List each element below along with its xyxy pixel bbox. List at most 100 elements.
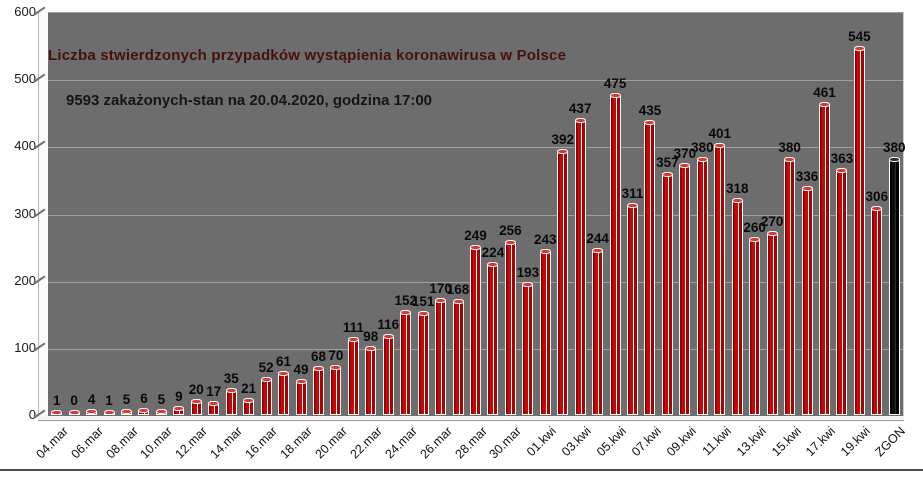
- bar-value-label: 370: [673, 146, 697, 161]
- bar-top-cap: [225, 388, 237, 393]
- bar-value-label: 243: [534, 232, 557, 247]
- gridline-400: [48, 147, 903, 149]
- bar: [853, 46, 865, 415]
- bar-top-cap: [487, 262, 499, 267]
- bar-top-cap: [103, 410, 115, 415]
- bar-top-cap: [452, 299, 464, 304]
- bar: [784, 157, 796, 415]
- bar-top-cap: [260, 377, 272, 382]
- gridline-300: [48, 214, 903, 216]
- bar-value-label: 5: [157, 392, 166, 407]
- y-axis-tick-label: 300: [14, 205, 36, 221]
- bar-top-cap: [504, 240, 516, 245]
- bar-value-label: 17: [206, 384, 222, 399]
- y-axis-tick-label: 200: [14, 272, 36, 288]
- bar-top-cap: [539, 249, 551, 254]
- bar-top-cap: [749, 237, 761, 242]
- bar: [818, 102, 830, 415]
- bar-value-label: 152: [394, 293, 417, 308]
- bar: [121, 409, 133, 415]
- bar-value-label: 336: [795, 169, 819, 184]
- bar: [714, 143, 726, 415]
- bar-value-label: 151: [411, 294, 435, 309]
- bar-value-label: 116: [377, 317, 400, 332]
- bar-top-cap: [679, 163, 691, 168]
- bar: [68, 410, 80, 415]
- bar-top-cap: [295, 379, 307, 384]
- bar-top-cap: [278, 371, 290, 376]
- bar-value-label: 401: [708, 126, 732, 141]
- bar-top-cap: [853, 46, 865, 51]
- bar: [417, 311, 429, 415]
- bar-value-label: 437: [568, 101, 592, 116]
- bar: [801, 186, 813, 415]
- bar: [871, 206, 883, 415]
- bar-top-cap: [121, 409, 133, 414]
- bar-top-cap: [644, 120, 656, 125]
- bar-top-cap: [312, 366, 324, 371]
- gridline-500: [48, 80, 903, 82]
- bar: [400, 310, 412, 415]
- bar-value-label: 20: [188, 382, 204, 397]
- bar-top-cap: [51, 410, 63, 415]
- chart-title: Liczba stwierdzonych przypadków wystąpie…: [48, 47, 567, 64]
- y-axis-tick-label: 0: [28, 407, 36, 422]
- bar: [522, 282, 534, 415]
- bar: [539, 249, 551, 415]
- bar-top-cap: [696, 157, 708, 162]
- bar-value-label: 270: [760, 214, 784, 229]
- bar-top-cap: [382, 334, 394, 339]
- bar-value-label: 168: [446, 282, 470, 297]
- bar-value-label: 1: [52, 393, 61, 408]
- bar-top-cap: [574, 118, 586, 123]
- bar-top-cap: [871, 206, 883, 211]
- bar-top-cap: [86, 409, 98, 414]
- bar: [557, 149, 569, 415]
- bar-value-label: 170: [429, 281, 452, 296]
- bar-top-cap: [714, 143, 726, 148]
- bar: [365, 346, 377, 415]
- bar-value-label: 111: [342, 320, 364, 335]
- bar-value-label: 35: [223, 371, 239, 386]
- bar-value-label: 61: [276, 354, 292, 369]
- bar-top-cap: [627, 203, 639, 208]
- bar-value-label: 4: [87, 392, 96, 407]
- bar: [435, 298, 447, 415]
- bar: [86, 409, 98, 415]
- bar-value-label: 68: [310, 349, 326, 364]
- bar: [382, 334, 394, 415]
- bar-top-cap: [766, 231, 778, 236]
- bar-top-cap: [365, 346, 377, 351]
- y-axis-tick-label: 400: [14, 138, 36, 154]
- bar: [190, 399, 202, 415]
- bar-value-label: 475: [603, 76, 627, 91]
- bar: [749, 237, 761, 415]
- bar-value-label: 380: [883, 140, 906, 155]
- y-axis-tick-label: 600: [14, 4, 36, 19]
- bar: [295, 379, 307, 415]
- bar-top-cap: [818, 102, 830, 107]
- bar-value-label: 6: [140, 391, 148, 406]
- bar-value-label: 49: [293, 362, 309, 377]
- bar-value-label: 318: [725, 181, 749, 196]
- bar-value-label: 357: [656, 155, 679, 170]
- bar-top-cap: [888, 157, 900, 162]
- bar: [347, 337, 359, 415]
- bar-top-cap: [190, 399, 202, 404]
- bar-value-label: 224: [481, 245, 505, 260]
- bar: [225, 388, 237, 415]
- bar-top-cap: [609, 93, 621, 98]
- bar: [208, 401, 220, 415]
- bar-value-label: 244: [586, 231, 609, 246]
- bar-top-cap: [557, 149, 569, 154]
- bar-value-label: 461: [813, 85, 836, 100]
- bar: [836, 168, 848, 415]
- bar-value-label: 249: [464, 228, 487, 243]
- bar: [696, 157, 708, 415]
- bar-value-label: 98: [363, 329, 379, 344]
- bar-top-cap: [592, 248, 604, 253]
- bar-top-cap: [417, 311, 429, 316]
- bar-top-cap: [330, 365, 342, 370]
- bar: [103, 410, 115, 415]
